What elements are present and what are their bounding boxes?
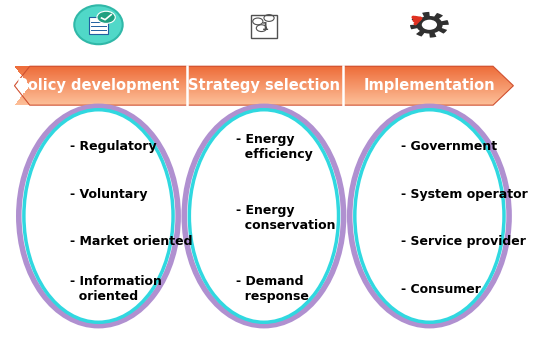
Text: - Energy
  efficiency: - Energy efficiency xyxy=(236,133,313,161)
Polygon shape xyxy=(15,66,493,67)
Polygon shape xyxy=(19,99,499,100)
Polygon shape xyxy=(26,81,509,82)
Text: 1: 1 xyxy=(262,22,268,32)
Text: - Consumer: - Consumer xyxy=(402,283,481,296)
Polygon shape xyxy=(28,88,510,89)
Polygon shape xyxy=(26,89,509,90)
Polygon shape xyxy=(15,104,494,105)
Circle shape xyxy=(422,20,437,30)
Polygon shape xyxy=(24,77,505,78)
Polygon shape xyxy=(28,83,511,84)
Polygon shape xyxy=(16,68,496,69)
Polygon shape xyxy=(19,71,498,72)
Text: Implementation: Implementation xyxy=(364,78,495,93)
Polygon shape xyxy=(18,101,497,102)
Polygon shape xyxy=(20,97,501,98)
Bar xyxy=(89,17,108,34)
Polygon shape xyxy=(410,12,449,37)
Polygon shape xyxy=(19,72,499,73)
Polygon shape xyxy=(23,94,504,95)
Polygon shape xyxy=(24,78,506,79)
Text: - Service provider: - Service provider xyxy=(402,235,526,248)
Polygon shape xyxy=(21,96,502,97)
Text: - System operator: - System operator xyxy=(402,188,528,201)
Polygon shape xyxy=(18,100,498,101)
Polygon shape xyxy=(18,70,497,71)
Text: - Regulatory: - Regulatory xyxy=(70,140,157,153)
Ellipse shape xyxy=(19,106,178,326)
Polygon shape xyxy=(16,102,496,103)
Text: - Market oriented: - Market oriented xyxy=(70,235,193,248)
Polygon shape xyxy=(20,73,500,74)
Polygon shape xyxy=(23,76,504,77)
Polygon shape xyxy=(30,85,513,86)
Polygon shape xyxy=(20,98,500,99)
Text: - Information
  oriented: - Information oriented xyxy=(70,276,162,303)
Polygon shape xyxy=(22,75,503,76)
Bar xyxy=(251,15,277,38)
Polygon shape xyxy=(21,74,502,75)
Text: Policy development: Policy development xyxy=(17,78,180,93)
Polygon shape xyxy=(29,84,512,85)
Text: - Voluntary: - Voluntary xyxy=(70,188,148,201)
Polygon shape xyxy=(29,87,512,88)
Polygon shape xyxy=(22,95,503,96)
Polygon shape xyxy=(29,86,513,87)
Text: - Government: - Government xyxy=(402,140,498,153)
Ellipse shape xyxy=(350,106,509,326)
Polygon shape xyxy=(16,103,495,104)
Polygon shape xyxy=(24,93,505,94)
Ellipse shape xyxy=(74,5,123,44)
Text: - Energy
  conservation: - Energy conservation xyxy=(236,204,336,232)
Polygon shape xyxy=(28,82,510,83)
Polygon shape xyxy=(25,92,507,93)
Polygon shape xyxy=(25,91,508,92)
Ellipse shape xyxy=(184,106,344,326)
Text: - Demand
  response: - Demand response xyxy=(236,276,309,303)
Text: Strategy selection: Strategy selection xyxy=(188,78,340,93)
Polygon shape xyxy=(26,90,508,91)
Circle shape xyxy=(97,11,116,23)
Polygon shape xyxy=(26,80,508,81)
Polygon shape xyxy=(15,67,494,68)
Polygon shape xyxy=(25,79,507,80)
Polygon shape xyxy=(18,69,497,70)
